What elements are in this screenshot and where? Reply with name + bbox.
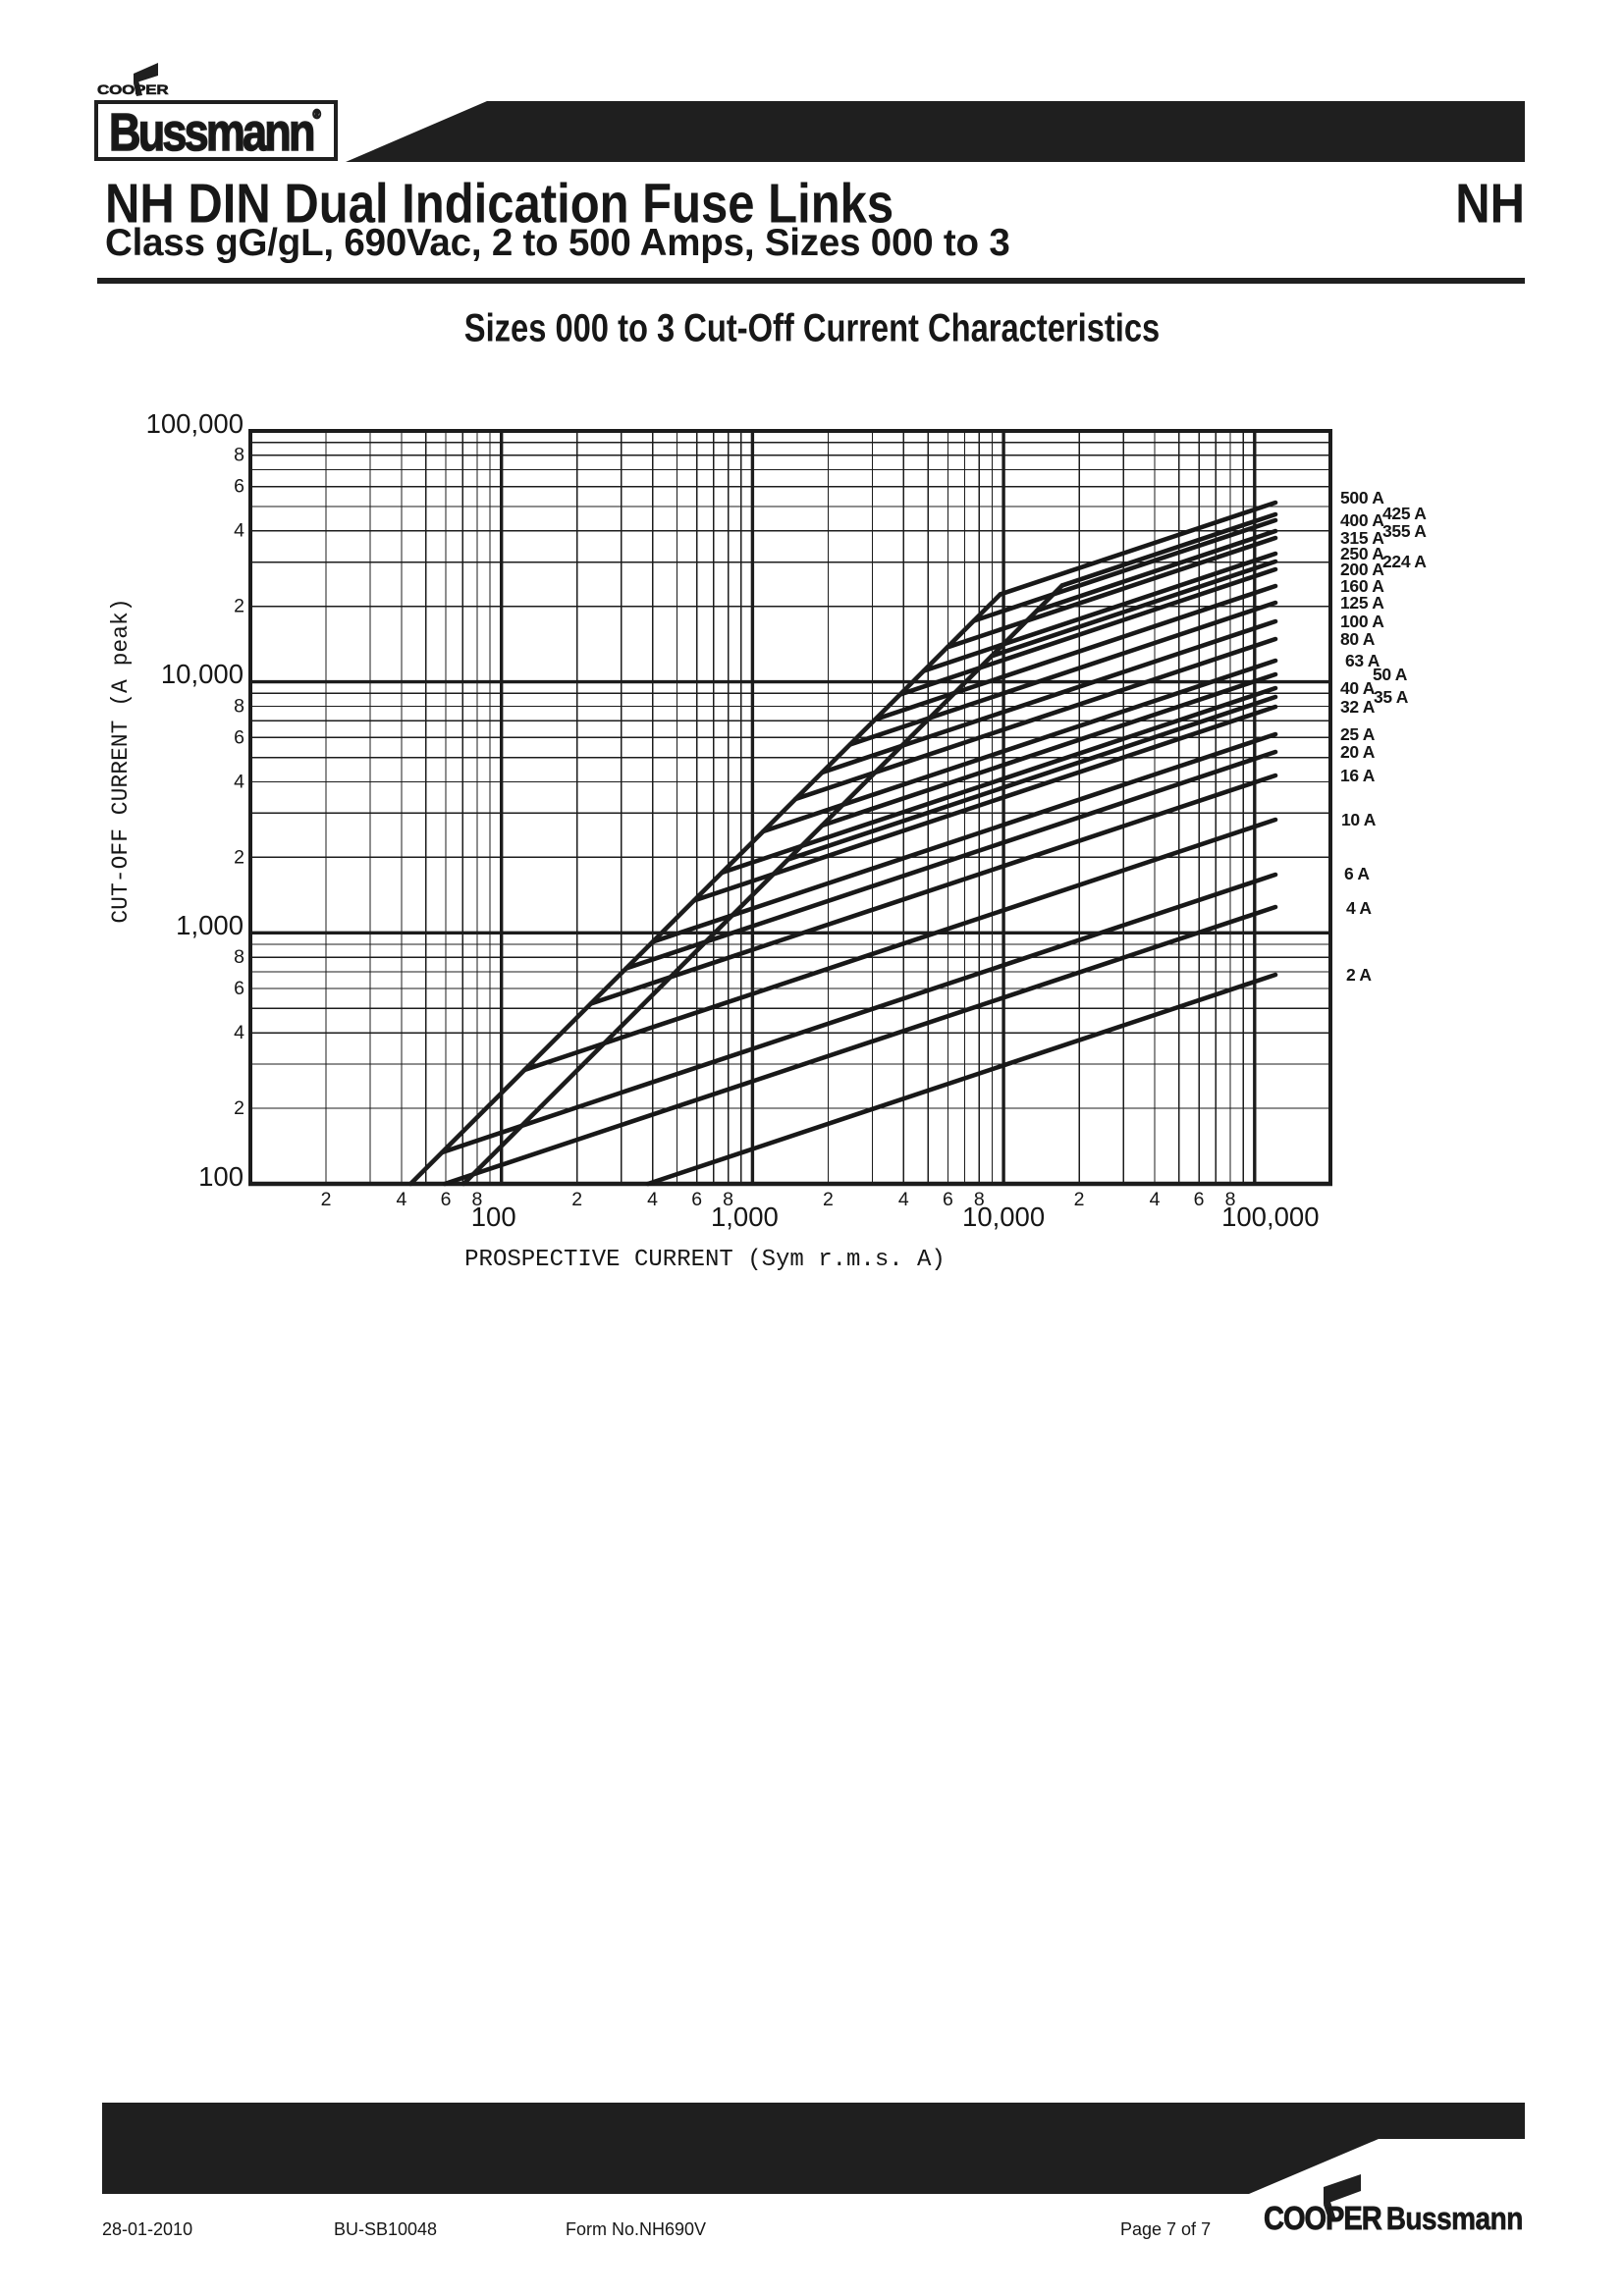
svg-text:160 A: 160 A [1340, 576, 1384, 596]
svg-text:2: 2 [234, 596, 244, 617]
svg-text:6: 6 [441, 1189, 452, 1210]
svg-text:6: 6 [943, 1189, 953, 1210]
svg-text:100 A: 100 A [1340, 612, 1384, 631]
svg-text:50 A: 50 A [1373, 665, 1408, 684]
svg-text:8: 8 [234, 445, 244, 466]
svg-text:35 A: 35 A [1374, 687, 1409, 707]
svg-text:125 A: 125 A [1340, 593, 1384, 613]
svg-text:100,000: 100,000 [1221, 1201, 1319, 1232]
svg-text:2 A: 2 A [1346, 965, 1372, 985]
svg-text:8: 8 [1225, 1189, 1236, 1210]
svg-text:8: 8 [471, 1189, 482, 1210]
svg-text:8: 8 [723, 1189, 733, 1210]
svg-text:425 A: 425 A [1382, 504, 1427, 523]
svg-text:2: 2 [1074, 1189, 1085, 1210]
svg-text:100,000: 100,000 [146, 408, 244, 439]
svg-text:10 A: 10 A [1341, 810, 1377, 829]
svg-text:32 A: 32 A [1340, 697, 1376, 717]
svg-text:500 A: 500 A [1340, 488, 1384, 507]
svg-text:355 A: 355 A [1382, 521, 1427, 541]
svg-text:6: 6 [691, 1189, 702, 1210]
svg-text:224 A: 224 A [1382, 552, 1427, 571]
svg-text:2: 2 [321, 1189, 332, 1210]
svg-text:2: 2 [571, 1189, 582, 1210]
svg-text:1,000: 1,000 [711, 1201, 779, 1232]
svg-text:CUT-OFF CURRENT (A peak): CUT-OFF CURRENT (A peak) [108, 598, 134, 923]
svg-text:10,000: 10,000 [962, 1201, 1045, 1232]
svg-text:63 A: 63 A [1345, 651, 1380, 670]
svg-text:PROSPECTIVE CURRENT (Sym r.m.s: PROSPECTIVE CURRENT (Sym r.m.s. A) [464, 1247, 946, 1273]
svg-text:80 A: 80 A [1340, 629, 1376, 649]
svg-text:4: 4 [647, 1189, 658, 1210]
svg-text:400 A: 400 A [1340, 510, 1384, 530]
svg-text:8: 8 [974, 1189, 985, 1210]
svg-text:6: 6 [234, 978, 244, 999]
svg-text:8: 8 [234, 695, 244, 717]
svg-text:2: 2 [823, 1189, 834, 1210]
svg-text:1,000: 1,000 [176, 910, 244, 940]
svg-text:6: 6 [1194, 1189, 1205, 1210]
svg-text:6: 6 [234, 726, 244, 748]
svg-text:40 A: 40 A [1340, 678, 1376, 698]
svg-text:2: 2 [234, 846, 244, 868]
svg-text:315 A: 315 A [1340, 528, 1384, 548]
svg-text:200 A: 200 A [1340, 560, 1384, 579]
svg-text:4 A: 4 A [1346, 898, 1372, 918]
svg-text:10,000: 10,000 [161, 659, 244, 689]
svg-text:4: 4 [234, 1022, 244, 1043]
svg-text:6: 6 [234, 476, 244, 498]
svg-text:6 A: 6 A [1344, 864, 1370, 883]
svg-text:100: 100 [471, 1201, 516, 1232]
svg-text:4: 4 [898, 1189, 909, 1210]
svg-text:16 A: 16 A [1340, 766, 1376, 785]
svg-text:25 A: 25 A [1340, 724, 1376, 744]
svg-text:4: 4 [396, 1189, 406, 1210]
svg-text:8: 8 [234, 946, 244, 968]
svg-text:100: 100 [198, 1161, 244, 1192]
svg-text:2: 2 [234, 1097, 244, 1119]
svg-text:4: 4 [1150, 1189, 1161, 1210]
svg-text:4: 4 [234, 520, 244, 542]
svg-text:4: 4 [234, 771, 244, 792]
svg-text:250 A: 250 A [1340, 544, 1384, 563]
svg-text:20 A: 20 A [1340, 742, 1376, 762]
